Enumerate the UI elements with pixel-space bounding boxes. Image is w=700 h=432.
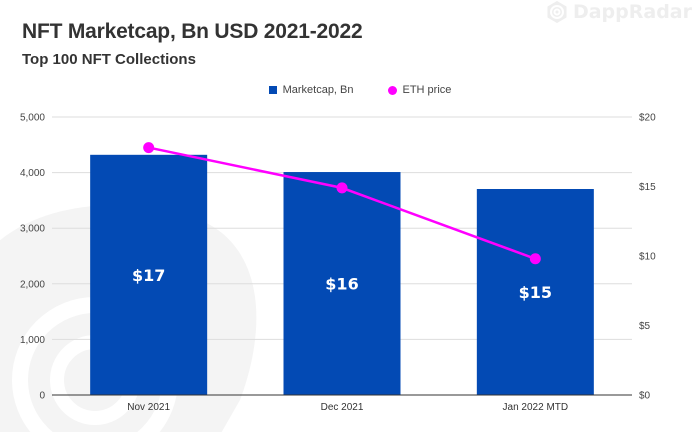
right-axis-tick-label: $15 — [639, 182, 656, 193]
left-axis-tick-label: 3,000 — [20, 224, 45, 235]
dappradar-icon — [547, 1, 567, 23]
chart-title: NFT Marketcap, Bn USD 2021-2022 — [22, 20, 363, 43]
right-axis-tick-label: $5 — [639, 321, 651, 332]
legend-label: Marketcap, Bn — [282, 84, 354, 96]
brand-logo: DappRadar — [545, 0, 692, 24]
right-axis-tick-label: $10 — [639, 252, 656, 263]
left-axis-tick-label: 0 — [39, 391, 45, 402]
bar — [283, 172, 401, 395]
legend-item-eth-price[interactable]: ETH price — [387, 84, 452, 96]
left-axis-tick-label: 2,000 — [20, 279, 45, 290]
bar-data-label: $16 — [325, 275, 358, 294]
chart-legend: Marketcap, Bn ETH price — [0, 84, 700, 96]
brand-name: DappRadar — [572, 1, 692, 23]
left-axis-tick-label: 5,000 — [20, 113, 45, 124]
bar — [90, 154, 208, 395]
eth-price-point — [529, 253, 541, 265]
eth-price-point — [143, 142, 155, 154]
legend-swatch-dot-icon — [387, 85, 397, 95]
bar — [476, 189, 594, 395]
right-axis-tick-label: $0 — [639, 391, 651, 402]
x-axis-tick-label: Nov 2021 — [127, 402, 170, 413]
legend-item-marketcap[interactable]: Marketcap, Bn — [268, 84, 354, 96]
left-axis-tick-label: 1,000 — [20, 335, 45, 346]
eth-price-point — [336, 182, 348, 194]
x-axis-tick-label: Dec 2021 — [321, 402, 364, 413]
chart-subtitle: Top 100 NFT Collections — [22, 51, 196, 68]
legend-swatch-square-icon — [268, 86, 277, 94]
bar-data-label: $17 — [132, 266, 165, 285]
x-axis-tick-label: Jan 2022 MTD — [503, 402, 569, 413]
bar-data-label: $15 — [519, 283, 552, 302]
legend-label: ETH price — [402, 84, 452, 96]
right-axis-tick-label: $20 — [639, 113, 656, 124]
left-axis-tick-label: 4,000 — [20, 168, 45, 179]
